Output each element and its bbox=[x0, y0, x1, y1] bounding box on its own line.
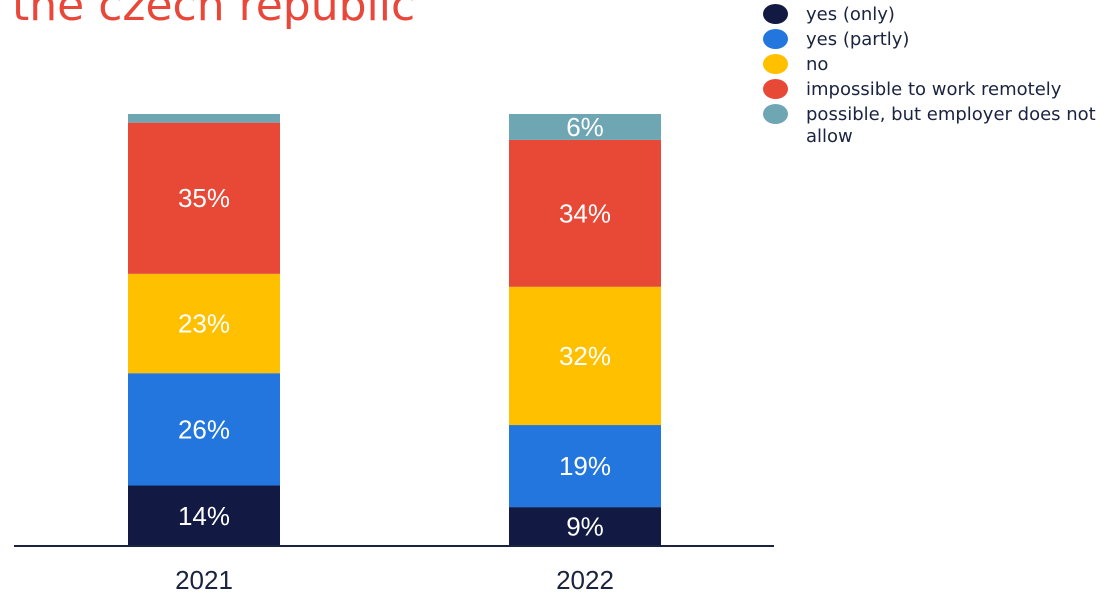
data-label-2022-3: 34% bbox=[559, 198, 611, 228]
legend-label: impossible to work remotely bbox=[806, 79, 1062, 100]
bar-segment-2022-1 bbox=[509, 425, 661, 508]
data-label-2021-2: 23% bbox=[178, 309, 230, 339]
legend-item: possible, but employer does not allow bbox=[763, 104, 1113, 148]
legend-item: no bbox=[763, 54, 1113, 76]
legend-swatch bbox=[763, 104, 788, 124]
legend-swatch bbox=[763, 29, 788, 49]
bar-segment-2022-3 bbox=[509, 139, 661, 287]
data-label-2021-1: 26% bbox=[178, 414, 230, 444]
data-label-2021-3: 35% bbox=[178, 183, 230, 213]
legend-swatch bbox=[763, 54, 788, 74]
bar-segment-2021-0 bbox=[128, 485, 280, 546]
legend-item: yes (partly) bbox=[763, 29, 1113, 51]
legend-swatch bbox=[763, 79, 788, 99]
bar-segment-2021-4 bbox=[128, 114, 280, 123]
legend-item: impossible to work remotely bbox=[763, 79, 1113, 101]
legend: yes (only) yes (partly) no impossible to wo… bbox=[763, 4, 1113, 151]
bar-segment-2022-0 bbox=[509, 507, 661, 546]
chart-title: the czech republic bbox=[12, 0, 416, 31]
bar-segment-2021-3 bbox=[128, 122, 280, 274]
legend-swatch bbox=[763, 4, 788, 24]
x-tick-label-2021: 2021 bbox=[175, 565, 233, 595]
data-label-2022-0: 9% bbox=[566, 512, 604, 542]
legend-label: yes (only) bbox=[806, 4, 895, 25]
x-tick-label-2022: 2022 bbox=[556, 565, 614, 595]
legend-label: yes (partly) bbox=[806, 29, 910, 50]
legend-item: yes (only) bbox=[763, 4, 1113, 26]
data-label-2022-1: 19% bbox=[559, 451, 611, 481]
data-label-2021-0: 14% bbox=[178, 501, 230, 531]
bar-segment-2022-4 bbox=[509, 114, 661, 140]
data-label-2022-4: 6% bbox=[566, 112, 604, 142]
data-label-2022-2: 32% bbox=[559, 341, 611, 371]
bar-segment-2021-2 bbox=[128, 273, 280, 374]
bar-segment-2022-2 bbox=[509, 286, 661, 426]
legend-label: possible, but employer does not allow bbox=[806, 104, 1096, 147]
legend-label: no bbox=[806, 54, 829, 75]
bar-segment-2021-1 bbox=[128, 373, 280, 486]
